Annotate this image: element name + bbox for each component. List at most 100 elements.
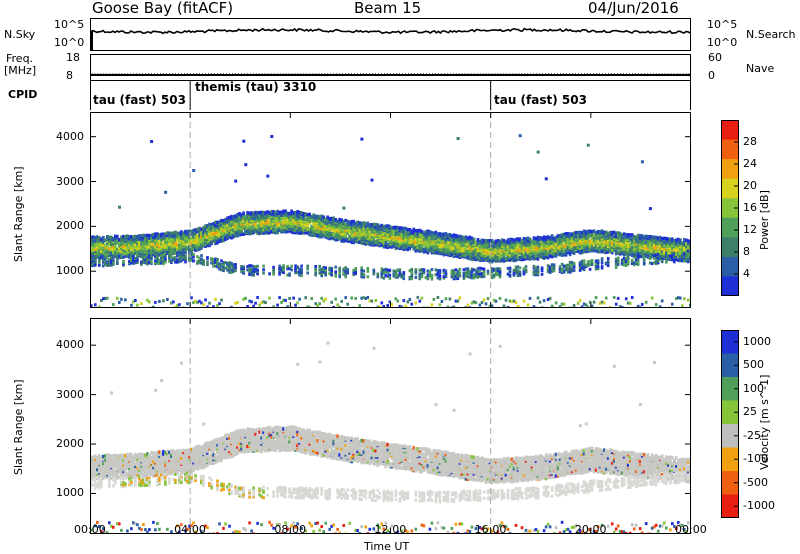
echo-cell (518, 248, 522, 253)
echo-cell (266, 224, 269, 229)
echo-cell (272, 265, 275, 269)
echo-cell (116, 296, 119, 300)
echo-cell (116, 255, 119, 259)
echo-cell (220, 224, 223, 228)
echo-cell (532, 236, 536, 240)
echo-cell (394, 228, 398, 233)
echo-cell (596, 230, 600, 234)
echo-cell (278, 270, 281, 274)
echo-cell (92, 239, 95, 243)
echo-cell (246, 211, 249, 215)
nsky-tick-bottom: 10^0 (54, 36, 85, 49)
echo-cell (390, 229, 394, 234)
echo-cell (442, 268, 446, 272)
echo-cell (362, 275, 366, 279)
echo-cell (118, 205, 121, 209)
echo-cell (324, 223, 327, 228)
echo-cell (590, 239, 594, 243)
echo-cell (328, 266, 331, 270)
echo-cell (216, 241, 219, 245)
echo-cell (548, 296, 552, 300)
echo-cell (600, 259, 604, 263)
echo-cell (558, 251, 562, 255)
echo-cell (476, 267, 480, 271)
echo-cell (320, 226, 323, 231)
echo-cell (486, 297, 490, 301)
echo-cell (394, 246, 398, 250)
echo-cell (446, 247, 450, 252)
echo-cell (218, 264, 221, 268)
echo-cell (206, 230, 209, 235)
echo-cell (314, 269, 317, 273)
echo-cell (508, 237, 512, 242)
echo-cell (616, 246, 620, 250)
echo-cell (98, 238, 101, 243)
echo-cell (210, 233, 213, 237)
echo-cell (600, 257, 604, 261)
echo-cell (124, 239, 127, 243)
echo-cell (440, 232, 444, 237)
echo-cell (242, 211, 245, 215)
echo-cell (474, 240, 478, 244)
echo-cell (434, 230, 438, 235)
echo-cell (216, 257, 219, 261)
echo-cell (406, 228, 410, 232)
echo-cell (214, 232, 217, 236)
echo-cell (324, 220, 327, 224)
echo-cell (478, 251, 482, 255)
echo-cell (140, 243, 143, 247)
echo-cell (280, 268, 283, 272)
echo-cell (290, 212, 293, 217)
echo-cell (426, 245, 430, 249)
echo-cell (164, 255, 167, 259)
echo-cell (224, 236, 227, 241)
echo-cell (522, 299, 526, 303)
echo-cell (200, 243, 203, 248)
echo-cell (340, 218, 343, 222)
echo-cell (562, 240, 566, 244)
echo-cell (418, 268, 422, 272)
echo-cell (616, 296, 620, 300)
echo-cell (614, 248, 618, 252)
echo-cell (622, 252, 626, 257)
echo-cell (110, 242, 113, 246)
echo-cell (612, 242, 616, 247)
echo-cell (436, 269, 440, 272)
echo-cell (296, 265, 299, 269)
echo-cell (266, 229, 269, 234)
echo-cell (266, 210, 269, 214)
echo-cell (282, 209, 285, 213)
echo-cell (226, 262, 229, 265)
echo-cell (358, 240, 361, 244)
echo-cell (152, 241, 155, 245)
echo-cell (358, 221, 361, 225)
echo-cell (374, 222, 378, 227)
echo-cell (330, 225, 333, 229)
echo-cell (524, 254, 528, 259)
echo-cell (504, 240, 508, 244)
echo-cell (540, 272, 544, 276)
echo-cell (484, 302, 488, 306)
echo-cell (342, 237, 345, 241)
echo-cell (498, 270, 502, 274)
echo-cell (154, 248, 157, 252)
echo-cell (438, 269, 442, 273)
echo-cell (164, 259, 167, 263)
echo-cell (238, 224, 241, 228)
echo-cell (422, 242, 426, 247)
echo-cell (582, 268, 586, 272)
echo-cell (130, 258, 133, 262)
echo-cell (354, 272, 357, 276)
echo-cell (158, 262, 161, 265)
echo-cell (268, 211, 271, 215)
echo-cell (470, 276, 474, 280)
echo-cell (150, 233, 153, 238)
echo-cell (370, 232, 374, 236)
echo-cell (608, 246, 612, 250)
echo-cell (204, 227, 207, 232)
echo-cell (356, 228, 359, 232)
echo-cell (130, 240, 133, 244)
echo-cell (324, 227, 327, 231)
echo-cell (448, 236, 452, 240)
echo-cell (568, 263, 572, 267)
